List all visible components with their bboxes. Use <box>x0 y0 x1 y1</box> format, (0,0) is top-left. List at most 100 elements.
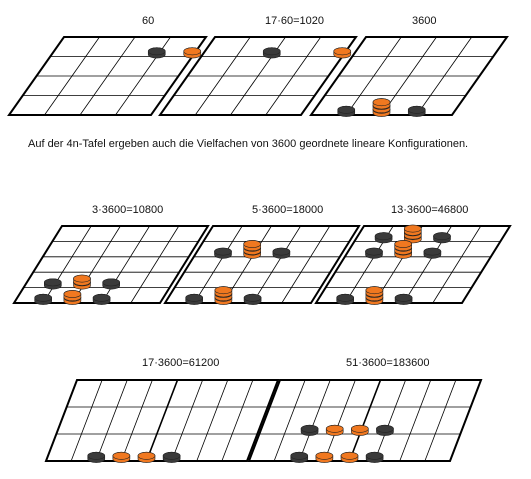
counter-top <box>112 451 131 460</box>
black-counter-stack <box>407 105 426 117</box>
counter-top <box>325 424 344 433</box>
explanation-paragraph: Auf der 4n-Tafel ergeben auch die Vielfa… <box>28 138 469 150</box>
grid-line <box>424 379 457 462</box>
board-b10800 <box>12 225 210 305</box>
orange-counter-stack <box>63 290 82 305</box>
board-b18000 <box>163 225 361 305</box>
orange-counter-stack <box>183 47 202 59</box>
counter-top <box>214 247 232 256</box>
black-counter-stack <box>376 424 394 436</box>
counter-top <box>214 286 233 295</box>
counter-top <box>272 247 291 256</box>
board-border <box>309 36 509 116</box>
grid-line <box>252 225 301 304</box>
black-counter-stack <box>336 293 355 305</box>
counter-top <box>185 293 203 302</box>
board-border <box>314 225 512 304</box>
grid-line <box>193 225 243 304</box>
black-counter-stack <box>102 278 120 290</box>
black-counter-stack <box>337 105 356 117</box>
board-label-46800: 13·3600=46800 <box>391 204 469 216</box>
board-border <box>7 36 208 116</box>
board-label-1020: 17·60=1020 <box>265 15 325 27</box>
board-b1020 <box>158 36 358 116</box>
counter-top <box>63 290 82 298</box>
grid-line <box>281 225 331 304</box>
orange-counter-stack <box>243 240 261 259</box>
orange-counter-stack <box>112 451 131 463</box>
board-b60 <box>7 36 208 116</box>
black-counter-stack <box>262 47 281 59</box>
counter-top <box>300 424 319 433</box>
grid-line <box>399 379 432 462</box>
grid-line <box>70 379 103 462</box>
counter-top <box>365 451 384 460</box>
grid-line <box>196 379 229 462</box>
board-border <box>247 379 483 462</box>
counter-top <box>407 105 426 114</box>
counter-top <box>376 424 394 433</box>
counter-top <box>243 293 262 302</box>
counter-top <box>102 278 120 287</box>
black-counter-stack <box>394 293 413 305</box>
board-b3600 <box>309 36 509 117</box>
grid-line <box>145 379 179 462</box>
grid-line <box>171 379 203 462</box>
board-b61200 <box>44 379 280 463</box>
orange-counter-stack <box>340 451 359 463</box>
black-counter-stack <box>374 232 393 244</box>
board-b46800 <box>314 224 512 305</box>
counter-top <box>374 232 393 241</box>
orange-counter-stack <box>351 424 369 436</box>
counter-top <box>290 451 309 460</box>
counter-top <box>73 274 91 283</box>
black-counter-stack <box>147 47 166 59</box>
board-border <box>44 379 280 462</box>
orange-counter-stack <box>394 240 413 259</box>
counter-top <box>336 293 355 302</box>
counter-top <box>137 451 156 460</box>
counter-top <box>403 224 422 233</box>
black-counter-stack <box>43 278 62 290</box>
grid-line <box>42 225 92 304</box>
orange-counter-stack <box>333 47 352 59</box>
grid-line <box>121 379 153 462</box>
grid-line <box>432 225 482 304</box>
grid-line <box>221 379 254 462</box>
board-label-60: 60 <box>142 15 155 27</box>
orange-counter-stack <box>315 451 334 463</box>
counter-top <box>333 47 352 56</box>
counter-top <box>43 278 62 287</box>
board-label-183600: 51·3600=183600 <box>346 357 430 369</box>
counter-top <box>365 247 383 256</box>
black-counter-stack <box>423 247 442 259</box>
counter-top <box>365 286 384 295</box>
black-counter-stack <box>365 451 384 463</box>
counter-top <box>183 47 202 56</box>
grid-line <box>95 379 128 462</box>
black-counter-stack <box>290 451 309 463</box>
black-counter-stack <box>162 451 181 463</box>
counter-top <box>243 240 261 248</box>
orange-counter-stack <box>137 451 156 463</box>
orange-counter-stack <box>365 286 384 305</box>
black-counter-stack <box>243 293 262 305</box>
board-label-3600: 3600 <box>412 15 437 27</box>
black-counter-stack <box>433 232 451 244</box>
black-counter-stack <box>185 293 203 305</box>
orange-counter-stack <box>214 286 233 305</box>
black-counter-stack <box>365 247 383 259</box>
grid-line <box>101 225 150 304</box>
counter-top <box>262 47 281 56</box>
black-counter-stack <box>92 293 111 305</box>
counter-top <box>340 451 359 460</box>
board-b183600 <box>247 379 483 463</box>
grid-line <box>324 379 356 462</box>
grid-line <box>348 379 382 462</box>
counter-top <box>87 451 106 460</box>
counter-top <box>315 451 334 460</box>
counter-top <box>351 424 369 433</box>
counter-top <box>92 293 111 302</box>
black-counter-stack <box>214 247 232 259</box>
